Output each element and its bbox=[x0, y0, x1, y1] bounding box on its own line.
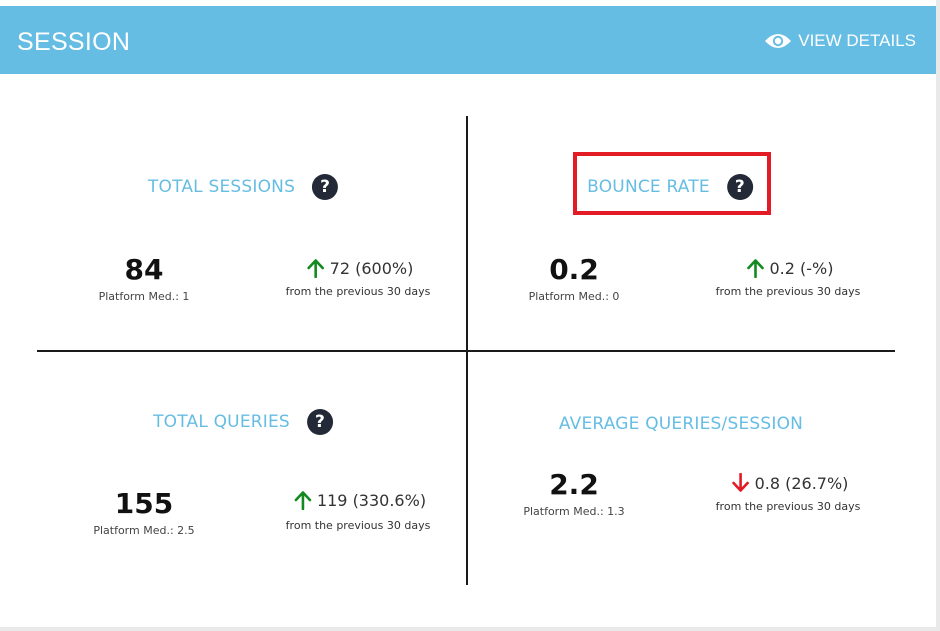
platform-median: Platform Med.: 1 bbox=[98, 290, 190, 303]
question-mark-icon[interactable]: ? bbox=[312, 174, 339, 200]
metric-title: TOTAL SESSIONS bbox=[147, 177, 296, 197]
change-value: 119 (330.6%) bbox=[316, 490, 427, 510]
view-details-button[interactable]: VIEW DETAILS bbox=[764, 30, 916, 52]
change-value: 72 (600%) bbox=[329, 258, 414, 278]
metric-value: 84 bbox=[124, 253, 164, 286]
view-details-label: VIEW DETAILS bbox=[798, 31, 916, 50]
metric-change: 119 (330.6%) bbox=[294, 490, 426, 510]
metric-title-row: AVERAGE QUERIES/SESSION bbox=[559, 410, 803, 438]
highlight-box bbox=[573, 152, 771, 215]
comparison-period: from the previous 30 days bbox=[285, 285, 431, 298]
metric-change: 0.2 (-%) bbox=[747, 258, 834, 278]
metric-title-row: TOTAL QUERIES ? bbox=[153, 408, 333, 436]
metric-title-row: TOTAL SESSIONS ? bbox=[147, 173, 339, 201]
metric-change: 72 (600%) bbox=[307, 258, 414, 278]
change-value: 0.8 (26.7%) bbox=[754, 473, 849, 493]
comparison-period: from the previous 30 days bbox=[715, 500, 861, 513]
platform-median: Platform Med.: 0 bbox=[528, 290, 620, 303]
comparison-period: from the previous 30 days bbox=[285, 519, 431, 532]
platform-median: Platform Med.: 2.5 bbox=[93, 524, 195, 537]
metric-title: TOTAL QUERIES bbox=[153, 412, 290, 432]
metric-title: AVERAGE QUERIES/SESSION bbox=[558, 414, 804, 434]
comparison-period: from the previous 30 days bbox=[715, 285, 861, 298]
question-mark-icon[interactable]: ? bbox=[306, 409, 333, 435]
metric-value: 155 bbox=[114, 487, 174, 520]
eye-icon bbox=[764, 32, 792, 50]
metric-title-row: BOUNCE RATE ? bbox=[587, 173, 753, 201]
metric-title: BOUNCE RATE bbox=[587, 177, 710, 197]
metric-value: 2.2 bbox=[549, 468, 599, 501]
question-mark-icon[interactable]: ? bbox=[726, 174, 753, 200]
metric-value: 0.2 bbox=[549, 253, 599, 286]
arrow-down-icon bbox=[732, 473, 755, 493]
change-value: 0.2 (-%) bbox=[769, 258, 834, 278]
horizontal-divider bbox=[37, 350, 895, 352]
arrow-up-icon bbox=[294, 490, 317, 510]
metric-change: 0.8 (26.7%) bbox=[732, 473, 849, 493]
card-header: SESSION VIEW DETAILS bbox=[0, 6, 936, 74]
card-title: SESSION bbox=[17, 28, 131, 56]
arrow-up-icon bbox=[747, 258, 770, 278]
platform-median: Platform Med.: 1.3 bbox=[523, 505, 625, 518]
arrow-up-icon bbox=[307, 258, 330, 278]
